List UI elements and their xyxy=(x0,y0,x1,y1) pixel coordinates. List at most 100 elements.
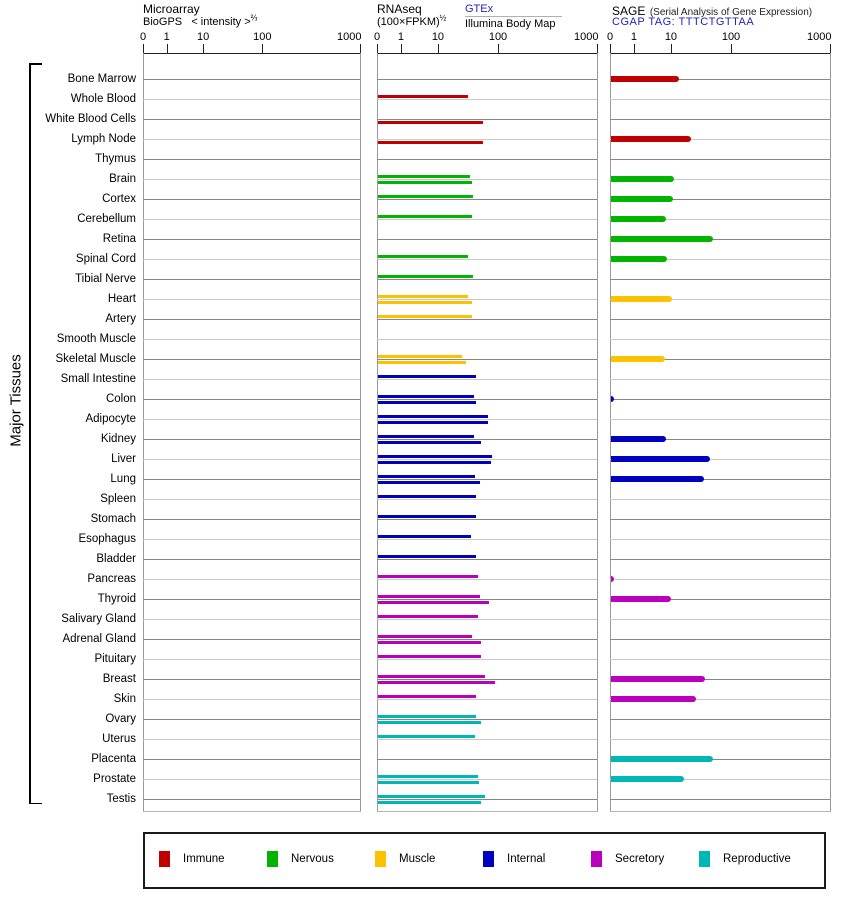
rnaseq-row-line xyxy=(377,99,597,100)
biogps-label: BioGPS xyxy=(143,16,183,28)
microarray-row-line xyxy=(143,339,360,340)
microarray-axis-tick-label: 1000 xyxy=(336,31,362,43)
rnaseq-axis-tick xyxy=(597,44,598,53)
sage-axis-tick xyxy=(633,44,635,53)
rnaseq-row-line xyxy=(377,719,597,720)
sage-row-line xyxy=(610,439,830,440)
rnaseq-row-line xyxy=(377,79,597,80)
sage-bar xyxy=(611,76,679,82)
sage-bar xyxy=(611,196,674,202)
sage-row-line xyxy=(610,399,830,400)
rnaseq-row-line xyxy=(377,539,597,540)
microarray-row-line xyxy=(143,319,360,320)
legend-item-immune: Immune xyxy=(159,851,225,867)
sage-title-note: (Serial Analysis of Gene Expression) xyxy=(649,7,813,18)
tissue-label: Stomach xyxy=(90,513,136,525)
rnaseq-illumina-bar xyxy=(378,481,480,484)
tissue-label: Salivary Gland xyxy=(61,613,136,625)
legend-label: Secretory xyxy=(615,853,665,865)
tissue-label: Whole Blood xyxy=(70,93,136,105)
sage-bar xyxy=(611,676,706,682)
rnaseq-axis-tick xyxy=(400,44,402,53)
rnaseq-axis-tick-label: 0 xyxy=(373,31,381,43)
tissue-label: White Blood Cells xyxy=(45,113,136,125)
microarray-row-line xyxy=(143,559,360,560)
sage-axis-tick-label: 0 xyxy=(606,31,614,43)
microarray-panel-subtitle: BioGPS < intensity >⅔ xyxy=(143,14,257,28)
legend-items: Immune Nervous Muscle Internal Secretory Repr… xyxy=(145,834,824,887)
sage-row-line xyxy=(610,779,830,780)
rnaseq-illumina-bar xyxy=(378,141,484,144)
rnaseq-gtex-bar xyxy=(378,215,473,218)
sage-row-line xyxy=(610,179,830,180)
rnaseq-axis-tick-label: 10 xyxy=(431,31,445,43)
legend-item-muscle: Muscle xyxy=(375,851,435,867)
tissue-label: Retina xyxy=(102,233,136,245)
rnaseq-gtex-bar xyxy=(378,715,476,718)
gtex-link[interactable]: GTEx xyxy=(465,3,494,15)
rnaseq-row-line xyxy=(377,499,597,500)
microarray-bottom-border xyxy=(143,811,361,812)
microarray-row-line xyxy=(143,679,360,680)
tissue-label: Placenta xyxy=(91,753,136,765)
tissue-label: Colon xyxy=(105,393,136,405)
rnaseq-row-line xyxy=(377,179,597,180)
microarray-row-line xyxy=(143,139,360,140)
rnaseq-illumina-bar xyxy=(378,441,482,444)
microarray-row-line xyxy=(143,619,360,620)
sage-axis-tick xyxy=(731,44,732,53)
rnaseq-gtex-bar xyxy=(378,455,493,458)
microarray-row-line xyxy=(143,179,360,180)
microarray-left-border xyxy=(143,53,144,811)
legend-item-secretory: Secretory xyxy=(591,851,664,867)
legend-label: Reproductive xyxy=(723,853,791,865)
tissue-label: Tibial Nerve xyxy=(75,273,136,285)
sage-axis-tick-label: 1 xyxy=(630,31,638,43)
sage-row-line xyxy=(610,319,830,320)
rnaseq-axis-line xyxy=(377,53,598,54)
rnaseq-gtex-bar xyxy=(378,775,478,778)
sage-bar xyxy=(611,476,704,482)
sage-row-line xyxy=(610,219,830,220)
sage-row-line xyxy=(610,579,830,580)
rnaseq-illumina-bar xyxy=(378,721,481,724)
sage-row-line xyxy=(610,259,830,260)
legend-label: Nervous xyxy=(291,853,334,865)
legend-label: Internal xyxy=(507,853,546,865)
sage-bar xyxy=(611,396,614,402)
sage-bar xyxy=(611,456,710,462)
rnaseq-row-line xyxy=(377,739,597,740)
tissue-label: Prostate xyxy=(93,773,136,785)
rnaseq-left-border xyxy=(377,53,378,811)
secretory-color-swatch xyxy=(591,851,602,867)
rnaseq-row-line xyxy=(377,299,597,300)
tissue-bracket xyxy=(29,63,31,804)
rnaseq-row-line xyxy=(377,219,597,220)
sage-row-line xyxy=(610,559,830,560)
rnaseq-gtex-bar xyxy=(378,195,474,198)
rnaseq-illumina-bar xyxy=(378,181,472,184)
microarray-row-line xyxy=(143,639,360,640)
sage-bar xyxy=(611,356,666,362)
microarray-row-line xyxy=(143,199,360,200)
microarray-axis-tick-label: 10 xyxy=(196,31,210,43)
microarray-row-line xyxy=(143,779,360,780)
sage-row-line xyxy=(610,379,830,380)
rnaseq-gtex-bar xyxy=(378,415,488,418)
sage-row-line xyxy=(610,419,830,420)
rnaseq-gtex-bar xyxy=(378,255,468,258)
rnaseq-gtex-bar xyxy=(378,515,476,518)
rnaseq-gtex-bar xyxy=(378,355,462,358)
rnaseq-row-line xyxy=(377,259,597,260)
microarray-row-line xyxy=(143,99,360,100)
rnaseq-bottom-border xyxy=(377,811,598,812)
sage-row-line xyxy=(610,79,830,80)
reproductive-color-swatch xyxy=(699,851,710,867)
legend-item-nervous: Nervous xyxy=(267,851,334,867)
rnaseq-gtex-bar xyxy=(378,575,478,578)
sage-axis-tick-label: 1000 xyxy=(806,31,832,43)
sage-row-line xyxy=(610,519,830,520)
sage-row-line xyxy=(610,279,830,280)
cgap-tag-link[interactable]: CGAP TAG: TTTCTGTTAA xyxy=(612,16,755,28)
